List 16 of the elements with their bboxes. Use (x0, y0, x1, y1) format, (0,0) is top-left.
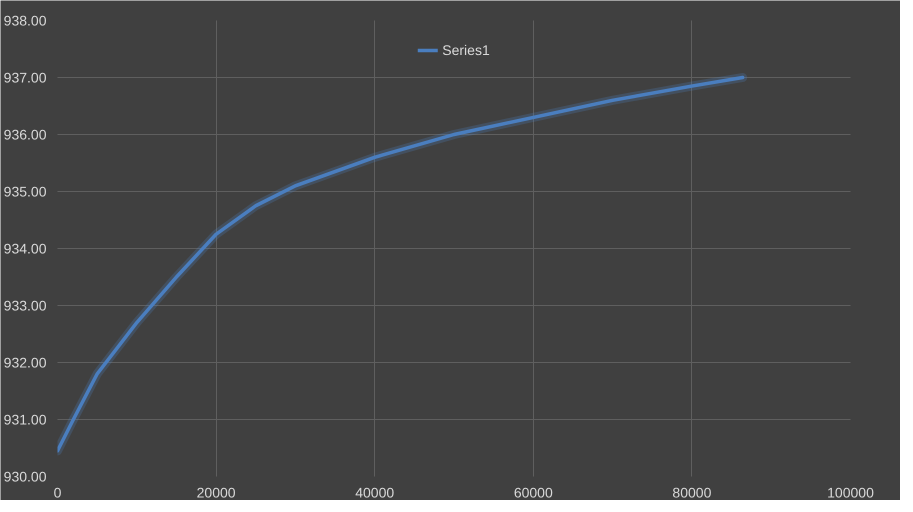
y-tick-label: 931.00 (4, 412, 47, 428)
y-tick-label: 936.00 (4, 126, 47, 142)
y-tick-label: 930.00 (4, 468, 47, 484)
x-tick-label: 40000 (355, 484, 394, 500)
x-tick-label: 20000 (196, 484, 236, 500)
y-tick-label: 935.00 (4, 184, 47, 200)
y-tick-label: 934.00 (4, 240, 47, 256)
y-tick-label: 932.00 (4, 354, 47, 370)
x-tick-label: 80000 (672, 484, 712, 500)
x-tick-label: 100000 (827, 484, 874, 500)
y-tick-label: 937.00 (4, 70, 47, 86)
y-tick-label: 938.00 (4, 12, 47, 28)
legend-label: Series1 (442, 42, 490, 58)
x-tick-label: 60000 (514, 484, 553, 500)
x-tick-label: 0 (54, 484, 62, 500)
y-tick-label: 933.00 (4, 298, 47, 314)
